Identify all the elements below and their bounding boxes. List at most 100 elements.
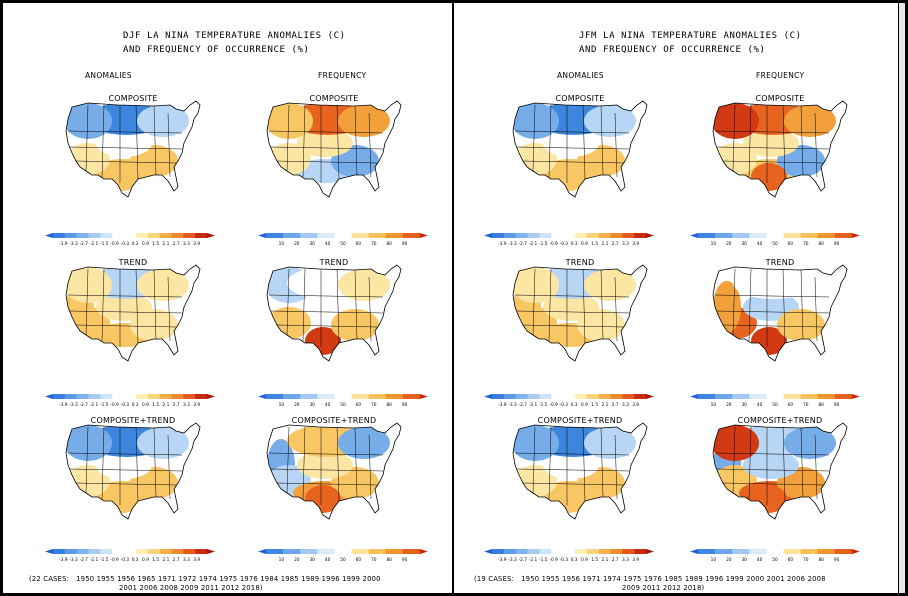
colorbar-tick-label: 50 xyxy=(772,402,778,408)
anomaly-region-center xyxy=(743,451,799,479)
map-label: COMPOSITE+TREND xyxy=(737,416,823,425)
colorbar-tick-label: 3.9 xyxy=(632,402,639,408)
colorbar-arrow-high xyxy=(646,549,654,554)
colorbar-swatch xyxy=(563,549,576,554)
colorbar-arrow-low xyxy=(258,233,266,238)
colorbar-swatch xyxy=(622,233,635,238)
colorbar-swatch xyxy=(515,394,528,399)
colorbar-tick-label: -0.3 xyxy=(121,402,130,408)
frequency-colorbar: 10 20 30 40 50 60 70 80 90 xyxy=(690,232,860,248)
colorbar-tick-label: -3.9 xyxy=(498,402,507,408)
state-border xyxy=(101,268,105,342)
colorbar-tick-label: 80 xyxy=(818,557,824,563)
state-border xyxy=(614,434,618,500)
colorbar-tick-label: 60 xyxy=(788,557,794,563)
colorbar-swatch xyxy=(76,233,89,238)
map-label: COMPOSITE xyxy=(309,94,359,103)
anomaly-region-nw xyxy=(513,267,559,303)
colorbar-swatch xyxy=(783,549,801,554)
colorbar-swatch xyxy=(283,394,301,399)
colorbar-swatch xyxy=(135,233,149,238)
jfm-frequency-trend-map: TREND xyxy=(705,255,855,377)
state-border xyxy=(153,427,157,498)
colorbar-swatch xyxy=(503,549,516,554)
colorbar-tick-label: 60 xyxy=(356,557,362,563)
colorbar-tick-label: 0.9 xyxy=(142,557,149,563)
djf-anomaly-trend-map: TREND xyxy=(58,255,208,377)
colorbar-tick-label: -3.3 xyxy=(508,241,517,247)
colorbar-swatch xyxy=(783,394,801,399)
map-fill xyxy=(267,101,401,197)
colorbar-tick-label: 3.3 xyxy=(622,557,629,563)
anomaly-region-texas xyxy=(751,163,787,191)
colorbar-swatch xyxy=(368,233,387,238)
colorbar-tick-label: 2.7 xyxy=(612,557,619,563)
colorbar-swatch xyxy=(622,394,635,399)
colorbar-tick-label: -1.5 xyxy=(100,557,109,563)
colorbar-swatch xyxy=(53,394,66,399)
colorbar-tick-label: -3.3 xyxy=(508,557,517,563)
colorbar-swatch xyxy=(402,394,421,399)
colorbar-tick-label: 90 xyxy=(834,402,840,408)
colorbar-tick-label: 50 xyxy=(340,557,346,563)
state-border xyxy=(302,104,306,178)
colorbar-tick-label: -3.9 xyxy=(59,557,68,563)
anomaly-region-nw xyxy=(66,103,112,139)
colorbar-tick-label: -0.9 xyxy=(110,241,119,247)
colorbar-swatch xyxy=(610,549,623,554)
colorbar-swatch xyxy=(634,549,647,554)
state-border xyxy=(614,112,618,178)
colorbar-tick-label: 50 xyxy=(772,241,778,247)
colorbar-tick-label: 3.3 xyxy=(183,557,190,563)
djf-frequency-composite-trend-map: COMPOSITE+TREND xyxy=(259,413,409,535)
colorbar-tick-label: 40 xyxy=(757,241,763,247)
colorbar-tick-label: 10 xyxy=(711,241,717,247)
map-fill xyxy=(267,423,401,519)
anomaly-region-center xyxy=(96,293,152,321)
colorbar-swatch xyxy=(368,549,387,554)
state-border xyxy=(814,434,818,500)
colorbar-swatch xyxy=(698,394,716,399)
state-border xyxy=(135,268,139,344)
frequency-colorbar: 10 20 30 40 50 60 70 80 90 xyxy=(690,393,860,409)
anomaly-region-nw xyxy=(267,103,313,139)
colorbar-tick-label: 20 xyxy=(726,402,732,408)
colorbar-swatch xyxy=(135,549,149,554)
colorbar-tick-label: -3.3 xyxy=(69,557,78,563)
colorbar-swatch xyxy=(385,394,404,399)
colorbar-tick-label: 0.9 xyxy=(581,557,588,563)
colorbar-tick-label: 60 xyxy=(788,241,794,247)
state-border xyxy=(276,160,378,164)
colorbar-tick-label: 0.3 xyxy=(571,402,578,408)
state-border xyxy=(336,268,340,344)
state-border xyxy=(722,482,824,486)
anomaly-region-se xyxy=(331,309,379,341)
state-border xyxy=(75,160,177,164)
colorbar-swatch xyxy=(492,394,505,399)
colorbar-tick-label: -0.9 xyxy=(549,557,558,563)
state-border xyxy=(354,105,358,176)
colorbar-tick-label: 1.5 xyxy=(152,402,159,408)
state-border xyxy=(532,426,536,494)
colorbar-tick-label: -3.9 xyxy=(498,241,507,247)
colorbar-swatch xyxy=(368,394,387,399)
colorbar-tick-label: 40 xyxy=(757,557,763,563)
colorbar-swatch xyxy=(551,233,564,238)
state-border xyxy=(582,426,586,502)
colorbar-tick-label: -3.3 xyxy=(69,402,78,408)
colorbar-tick-label: 1.5 xyxy=(591,402,598,408)
colorbar-swatch xyxy=(159,549,172,554)
colorbar-swatch xyxy=(527,233,540,238)
country-outline xyxy=(266,422,402,520)
state-border xyxy=(522,324,624,328)
colorbar-swatch xyxy=(492,233,505,238)
djf-anomaly-composite-map: COMPOSITE xyxy=(58,91,208,213)
colorbar-tick-label: 0.3 xyxy=(132,241,139,247)
colorbar-swatch xyxy=(171,549,184,554)
colorbar-swatch xyxy=(766,394,784,399)
state-border xyxy=(153,105,157,176)
colorbar-tick-label: -1.5 xyxy=(100,402,109,408)
colorbar-swatch xyxy=(351,394,369,399)
colorbar-tick-label: 20 xyxy=(294,557,300,563)
colorbar-tick-label: 10 xyxy=(279,402,285,408)
